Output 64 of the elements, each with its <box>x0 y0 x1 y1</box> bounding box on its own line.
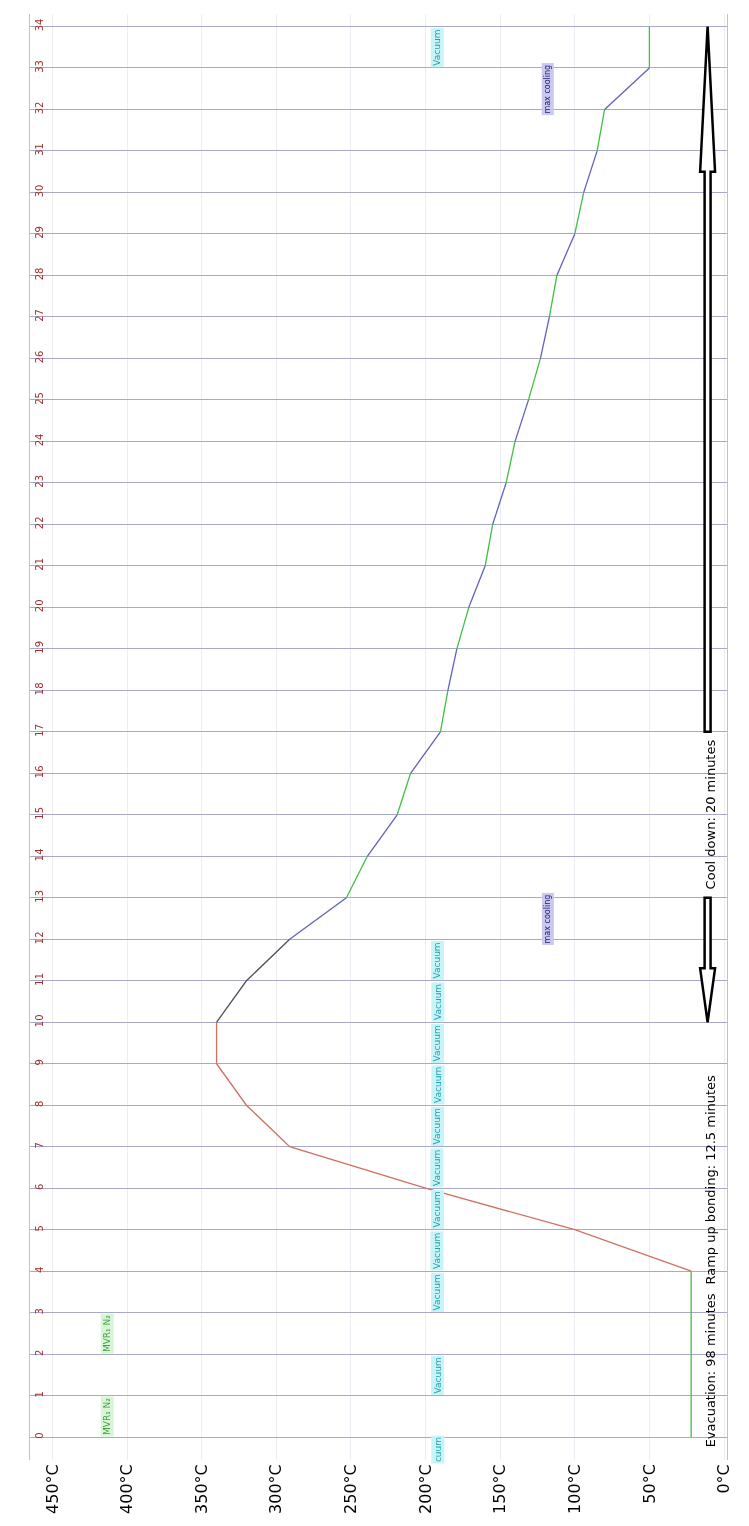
annotation: Ramp up bonding: 12.5 minutes <box>702 1074 718 1285</box>
y-tick-label: 28 <box>34 267 45 281</box>
y-tick-label: 24 <box>34 433 45 447</box>
x-tick-label: 0°C <box>714 1464 734 1494</box>
annotation: Vacuum <box>432 942 443 979</box>
y-tick-label: 17 <box>34 723 45 737</box>
x-tick-label: 250°C <box>341 1464 361 1514</box>
annotation: Vacuum <box>432 1274 443 1311</box>
x-tick-label: 50°C <box>639 1464 659 1504</box>
x-tick-label: 400°C <box>117 1464 137 1514</box>
y-tick-label: 20 <box>34 599 45 613</box>
y-tick-label: 14 <box>34 848 45 862</box>
x-tick-label: 300°C <box>266 1464 286 1514</box>
annotation: Vacuum <box>432 983 443 1020</box>
y-tick-label: 11 <box>34 972 45 986</box>
y-tick-label: 15 <box>34 806 45 820</box>
y-tick-label: 22 <box>34 516 45 530</box>
annotation: Vacuum <box>432 1066 443 1103</box>
y-tick-label: 32 <box>34 101 45 115</box>
y-tick-label: 6 <box>34 1183 45 1190</box>
annotation: Vacuum <box>432 1357 443 1394</box>
annotation: Vacuum <box>432 1025 443 1062</box>
annotation: cuum <box>432 1436 443 1463</box>
y-tick-label: 33 <box>34 60 45 73</box>
annotation: MVR₁ N₂ <box>102 1314 113 1353</box>
y-tick-label: 23 <box>34 474 45 488</box>
y-tick-label: 0 <box>34 1432 45 1439</box>
annotation: max cooling <box>543 894 553 944</box>
y-tick-label: 16 <box>34 765 45 779</box>
y-tick-label: 18 <box>34 682 45 696</box>
y-tick-label: 7 <box>34 1142 45 1149</box>
y-tick-label: 9 <box>34 1059 45 1066</box>
y-tick-label: 1 <box>34 1391 45 1398</box>
y-tick-label: 29 <box>34 226 45 239</box>
annotation: max cooling <box>543 64 553 114</box>
x-tick-label: 450°C <box>42 1464 62 1514</box>
y-tick-label: 27 <box>34 309 45 322</box>
annotation: Vacuum <box>432 1191 443 1228</box>
annotation: Vacuum <box>432 1108 443 1145</box>
x-tick-label: 200°C <box>415 1464 435 1514</box>
annotation: Vacuum <box>432 29 443 66</box>
y-tick-label: 8 <box>34 1100 45 1107</box>
annotation: Vacuum <box>431 1149 442 1186</box>
y-tick-label: 10 <box>34 1014 45 1028</box>
y-tick-label: 4 <box>34 1266 45 1273</box>
y-tick-label: 19 <box>34 640 45 654</box>
annotation: Cool down: 20 minutes <box>702 739 718 890</box>
annotation: Vacuum <box>431 1232 442 1269</box>
y-tick-label: 34 <box>34 18 45 32</box>
y-tick-label: 5 <box>34 1225 45 1232</box>
y-tick-label: 30 <box>34 184 45 198</box>
x-tick-label: 350°C <box>191 1464 211 1514</box>
y-tick-label: 31 <box>34 143 45 156</box>
x-tick-label: 100°C <box>564 1464 584 1514</box>
y-tick-label: 21 <box>34 557 45 571</box>
y-tick-label: 12 <box>34 931 45 945</box>
x-tick-label: 150°C <box>490 1464 510 1514</box>
annotation: MVR₁ N₂ <box>102 1397 113 1436</box>
y-tick-label: 2 <box>34 1349 45 1356</box>
y-tick-label: 3 <box>34 1308 45 1315</box>
annotation: Evacuation: 98 minutes <box>702 1293 718 1448</box>
y-tick-label: 26 <box>34 350 45 364</box>
y-tick-label: 25 <box>34 392 45 405</box>
y-tick-label: 13 <box>34 889 45 903</box>
